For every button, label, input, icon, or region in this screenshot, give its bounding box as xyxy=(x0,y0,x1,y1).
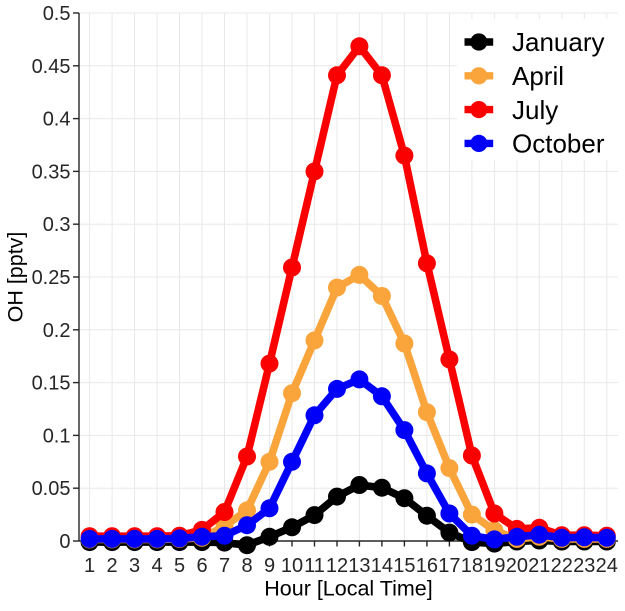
svg-text:4: 4 xyxy=(152,555,163,577)
svg-text:0.5: 0.5 xyxy=(43,3,71,25)
svg-text:Hour [Local Time]: Hour [Local Time] xyxy=(264,577,432,601)
svg-text:20: 20 xyxy=(506,555,528,577)
svg-text:1: 1 xyxy=(84,555,95,577)
svg-text:5: 5 xyxy=(174,555,185,577)
svg-text:January: January xyxy=(512,27,605,57)
svg-text:2: 2 xyxy=(107,555,118,577)
svg-text:0.05: 0.05 xyxy=(32,478,71,500)
svg-text:April: April xyxy=(512,61,564,91)
svg-text:24: 24 xyxy=(596,555,618,577)
svg-text:10: 10 xyxy=(281,555,303,577)
svg-text:15: 15 xyxy=(393,555,415,577)
svg-text:0.4: 0.4 xyxy=(43,109,71,131)
svg-text:0.45: 0.45 xyxy=(32,56,71,78)
svg-text:3: 3 xyxy=(129,555,140,577)
svg-text:16: 16 xyxy=(416,555,438,577)
svg-text:8: 8 xyxy=(241,555,252,577)
svg-text:11: 11 xyxy=(304,555,325,577)
svg-text:23: 23 xyxy=(573,555,595,577)
svg-text:9: 9 xyxy=(264,555,275,577)
svg-text:0.1: 0.1 xyxy=(43,425,71,447)
svg-text:12: 12 xyxy=(326,555,348,577)
svg-text:19: 19 xyxy=(483,555,505,577)
svg-text:0: 0 xyxy=(59,531,70,553)
svg-text:22: 22 xyxy=(551,555,573,577)
svg-text:17: 17 xyxy=(438,555,460,577)
svg-text:0.2: 0.2 xyxy=(43,320,71,342)
svg-text:21: 21 xyxy=(528,555,550,577)
svg-text:0.35: 0.35 xyxy=(32,161,71,183)
svg-text:October: October xyxy=(512,129,605,159)
svg-text:14: 14 xyxy=(371,555,393,577)
svg-text:0.15: 0.15 xyxy=(32,373,71,395)
svg-text:13: 13 xyxy=(348,555,370,577)
svg-text:18: 18 xyxy=(461,555,483,577)
svg-text:0.25: 0.25 xyxy=(32,267,71,289)
svg-text:July: July xyxy=(512,95,558,125)
svg-text:7: 7 xyxy=(219,555,230,577)
svg-text:OH [pptv]: OH [pptv] xyxy=(4,232,28,323)
svg-text:6: 6 xyxy=(196,555,207,577)
svg-text:0.3: 0.3 xyxy=(43,214,71,236)
